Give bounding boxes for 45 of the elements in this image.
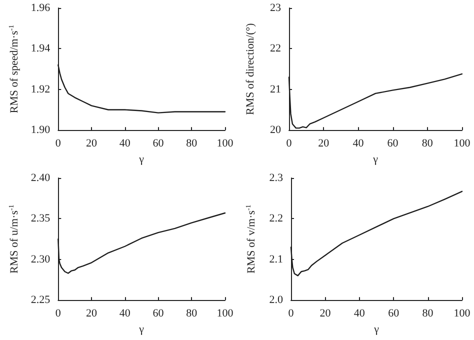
x-tick-label: 100 [454, 308, 471, 320]
x-axis-title: γ [138, 324, 144, 336]
x-tick-label: 80 [422, 308, 434, 320]
x-tick-label: 80 [186, 138, 198, 150]
y-tick-label: 2.30 [30, 253, 51, 266]
x-tick-label: 80 [422, 138, 434, 150]
x-tick-label: 20 [320, 308, 332, 320]
y-tick-label: 20 [270, 124, 282, 136]
y-tick-label: 21 [270, 83, 281, 96]
x-tick-label: 40 [119, 308, 131, 320]
x-tick-label: 0 [55, 138, 62, 150]
x-tick-label: 0 [55, 308, 62, 320]
y-tick-label: 2.0 [269, 294, 284, 306]
x-axis-title: γ [372, 154, 378, 166]
y-tick-label: 22 [270, 42, 281, 55]
x-tick-label: 20 [86, 308, 98, 320]
x-tick-label: 100 [216, 138, 234, 150]
x-tick-label: 60 [152, 138, 164, 150]
y-tick-label: 2.2 [269, 212, 283, 225]
y-tick-label: 1.90 [30, 124, 51, 136]
x-tick-label: 60 [387, 138, 399, 150]
y-tick-label: 2.3 [269, 172, 284, 184]
y-tick-label: 2.40 [30, 172, 51, 184]
x-tick-label: 100 [454, 138, 471, 150]
x-axis-title: γ [373, 324, 380, 336]
x-tick-label: 40 [354, 308, 366, 320]
x-tick-label: 0 [286, 138, 292, 150]
x-tick-label: 0 [288, 308, 294, 320]
y-tick-label: 2.1 [269, 253, 283, 266]
y-tick-label: 2.25 [30, 294, 51, 306]
x-tick-label: 40 [119, 138, 131, 150]
y-axis-title: RMS of direction/(°) [244, 22, 256, 115]
x-tick-label: 20 [318, 138, 330, 150]
x-tick-label: 80 [186, 308, 198, 320]
x-tick-label: 40 [352, 138, 364, 150]
x-axis-title: γ [138, 154, 144, 166]
y-tick-label: 23 [270, 2, 282, 14]
x-tick-label: 60 [152, 308, 164, 320]
y-tick-label: 1.94 [30, 42, 51, 55]
y-tick-label: 1.96 [30, 2, 51, 14]
y-tick-label: 2.35 [30, 212, 51, 225]
x-tick-label: 100 [216, 308, 234, 320]
x-tick-label: 20 [86, 138, 98, 150]
x-tick-label: 60 [388, 308, 400, 320]
y-tick-label: 1.92 [30, 83, 50, 96]
